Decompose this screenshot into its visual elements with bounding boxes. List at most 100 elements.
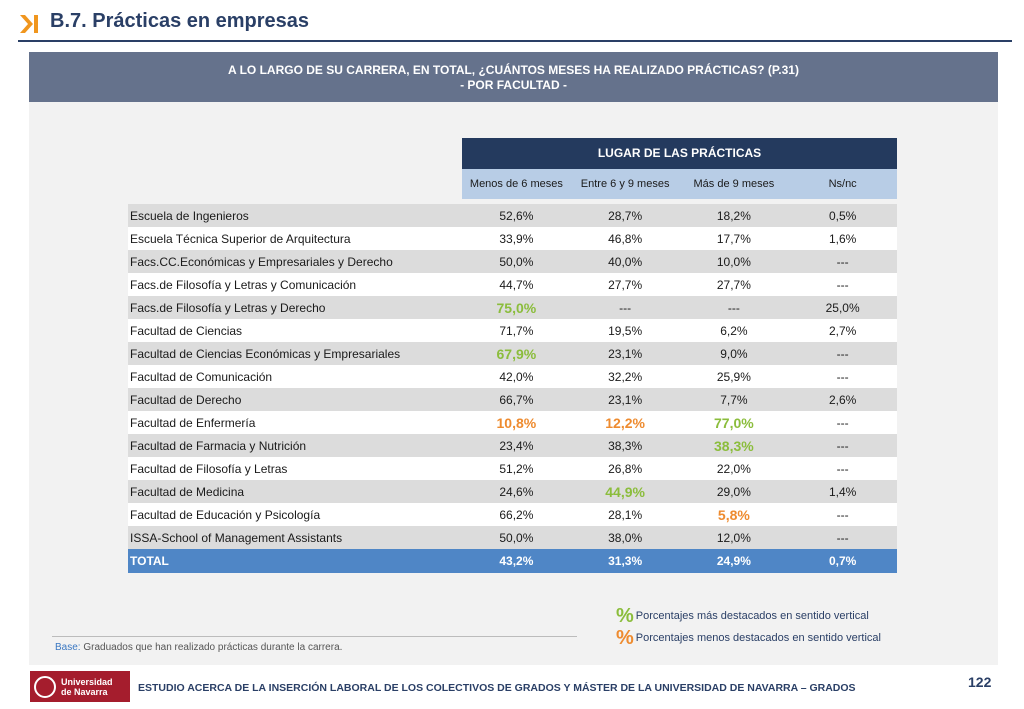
table-cell: 1,6% — [828, 231, 857, 246]
table-row: Facultad de Filosofía y Letras 51,2% 26,8%… — [128, 457, 897, 480]
total-cell: 31,3% — [608, 554, 643, 568]
table-cell: --- — [836, 461, 849, 476]
table-cell: 9,0% — [720, 346, 748, 361]
table-cell: 28,7% — [608, 208, 643, 223]
faculty-name: Facs.CC.Económicas y Empresariales y Der… — [130, 254, 393, 269]
table-cell: 26,8% — [608, 461, 643, 476]
table-cell: 44,7% — [499, 277, 534, 292]
table-cell: --- — [836, 530, 849, 545]
base-text: Graduados que han realizado prácticas du… — [83, 642, 343, 653]
table-column-headers: Menos de 6 meses Entre 6 y 9 meses Más d… — [462, 169, 897, 199]
table-cell: 38,3% — [714, 437, 754, 454]
base-note: Base: Graduados que han realizado prácti… — [55, 642, 342, 653]
table-cell: 32,2% — [608, 369, 643, 384]
table-cell: 2,7% — [828, 323, 857, 338]
table-cell: 38,0% — [608, 530, 643, 545]
table-row: Facultad de Derecho 66,7% 23,1% 7,7% 2,6% — [128, 388, 897, 411]
table-row: Escuela Técnica Superior de Arquitectura… — [128, 227, 897, 250]
table-cell: 10,0% — [716, 254, 751, 269]
faculty-name: Facs.de Filosofía y Letras y Comunicació… — [130, 277, 357, 292]
table-cell: 25,9% — [716, 369, 751, 384]
question-banner: A LO LARGO DE SU CARRERA, EN TOTAL, ¿CUÁ… — [29, 52, 998, 102]
table-cell: 66,7% — [499, 392, 534, 407]
table-cell: --- — [836, 277, 849, 292]
table-cell: 29,0% — [716, 484, 751, 499]
table-row: Facs.CC.Económicas y Empresariales y Der… — [128, 250, 897, 273]
table-cell: --- — [836, 507, 849, 522]
table-row: Facultad de Medicina 24,6% 44,9% 29,0% 1,4% — [128, 480, 897, 503]
faculty-name: Facultad de Farmacia y Nutrición — [130, 438, 307, 453]
faculty-name: Escuela de Ingenieros — [130, 208, 249, 223]
table-row: Facultad de Educación y Psicología 66,2% 2… — [128, 503, 897, 526]
table-cell: 23,4% — [499, 438, 534, 453]
faculty-name: Facultad de Medicina — [130, 484, 245, 499]
faculty-name: Facultad de Enfermería — [130, 415, 256, 430]
column-header: Más de 9 meses — [693, 178, 775, 190]
total-cell: 43,2% — [499, 554, 534, 568]
faculty-name: ISSA-School of Management Assistants — [130, 530, 343, 545]
table-cell: --- — [836, 438, 849, 453]
table-cell: 7,7% — [720, 392, 748, 407]
faculty-name: Facultad de Ciencias Económicas y Empres… — [130, 346, 401, 361]
table-cell: 5,8% — [717, 506, 750, 523]
page-title: B.7. Prácticas en empresas — [50, 10, 310, 32]
table-cell: --- — [727, 300, 740, 315]
table-row: Facultad de Ciencias 71,7% 19,5% 6,2% 2,7% — [128, 319, 897, 342]
table-cell: 18,2% — [716, 208, 751, 223]
table-row: Facultad de Enfermería 10,8% 12,2% 77,0% --- — [128, 411, 897, 434]
table-cell: 38,3% — [608, 438, 643, 453]
legend-high: % Porcentajes más destacados en sentido v… — [616, 605, 869, 628]
table-cell: 50,0% — [499, 530, 534, 545]
table-cell: 42,0% — [499, 369, 534, 384]
table-cell: 10,8% — [496, 414, 537, 431]
table-cell: 44,9% — [605, 483, 645, 500]
table-row: Facs.de Filosofía y Letras y Comunicació… — [128, 273, 897, 296]
table-cell: 51,2% — [499, 461, 534, 476]
faculty-name: Facultad de Ciencias — [130, 323, 243, 338]
table-cell: 25,0% — [825, 300, 860, 315]
faculty-name: Facultad de Filosofía y Letras — [130, 461, 288, 476]
table-cell: 12,2% — [605, 414, 645, 431]
table-cell: 12,0% — [716, 530, 751, 545]
table-cell: --- — [836, 346, 849, 361]
legend-high-text: Porcentajes más destacados en sentido ve… — [635, 610, 869, 622]
university-logo: Universidad de Navarra — [30, 671, 130, 702]
chevron-right-icon — [20, 15, 38, 33]
table-cell: 2,6% — [828, 392, 857, 407]
total-row: TOTAL 43,2% 31,3% 24,9% 0,7% — [128, 549, 897, 573]
table-cell: 27,7% — [608, 277, 643, 292]
percent-icon: % — [616, 605, 634, 627]
table-cell: 24,6% — [499, 484, 534, 499]
table-cell: 40,0% — [608, 254, 643, 269]
table-cell: 71,7% — [499, 323, 534, 338]
table-row: ISSA-School of Management Assistants 50,0… — [128, 526, 897, 549]
page-number: 122 — [968, 674, 992, 690]
table-cell: 6,2% — [720, 323, 748, 338]
table-cell: 1,4% — [828, 484, 857, 499]
seal-icon — [34, 675, 56, 698]
table-cell: 0,5% — [828, 208, 857, 223]
total-cell: 24,9% — [716, 554, 751, 568]
table-row: Facs.de Filosofía y Letras y Derecho 75,0… — [128, 296, 897, 319]
table-cell: --- — [836, 415, 849, 430]
table-cell: 28,1% — [608, 507, 643, 522]
table-cell: 52,6% — [499, 208, 534, 223]
question-subtitle: - POR FACULTAD - — [460, 78, 567, 92]
table-row: Facultad de Comunicación 42,0% 32,2% 25,9% -… — [128, 365, 897, 388]
faculty-name: Facs.de Filosofía y Letras y Derecho — [130, 300, 326, 315]
table-cell: 50,0% — [499, 254, 534, 269]
table-cell: 19,5% — [608, 323, 643, 338]
table-row: Facultad de Farmacia y Nutrición 23,4% 38,… — [128, 434, 897, 457]
faculty-name: Facultad de Educación y Psicología — [130, 507, 321, 522]
table-cell: --- — [836, 369, 849, 384]
base-label: Base: — [55, 642, 81, 653]
total-label: TOTAL — [130, 554, 169, 568]
base-divider — [52, 636, 577, 637]
legend-low-text: Porcentajes menos destacados en sentido … — [635, 632, 881, 644]
logo-line-2: de Navarra — [61, 686, 108, 697]
logo-line-1: Universidad — [61, 676, 113, 687]
legend-low: % Porcentajes menos destacados en sentido… — [616, 627, 881, 650]
table-cell: 27,7% — [716, 277, 751, 292]
table-row: Escuela de Ingenieros 52,6% 28,7% 18,2% 0,5% — [128, 204, 897, 227]
